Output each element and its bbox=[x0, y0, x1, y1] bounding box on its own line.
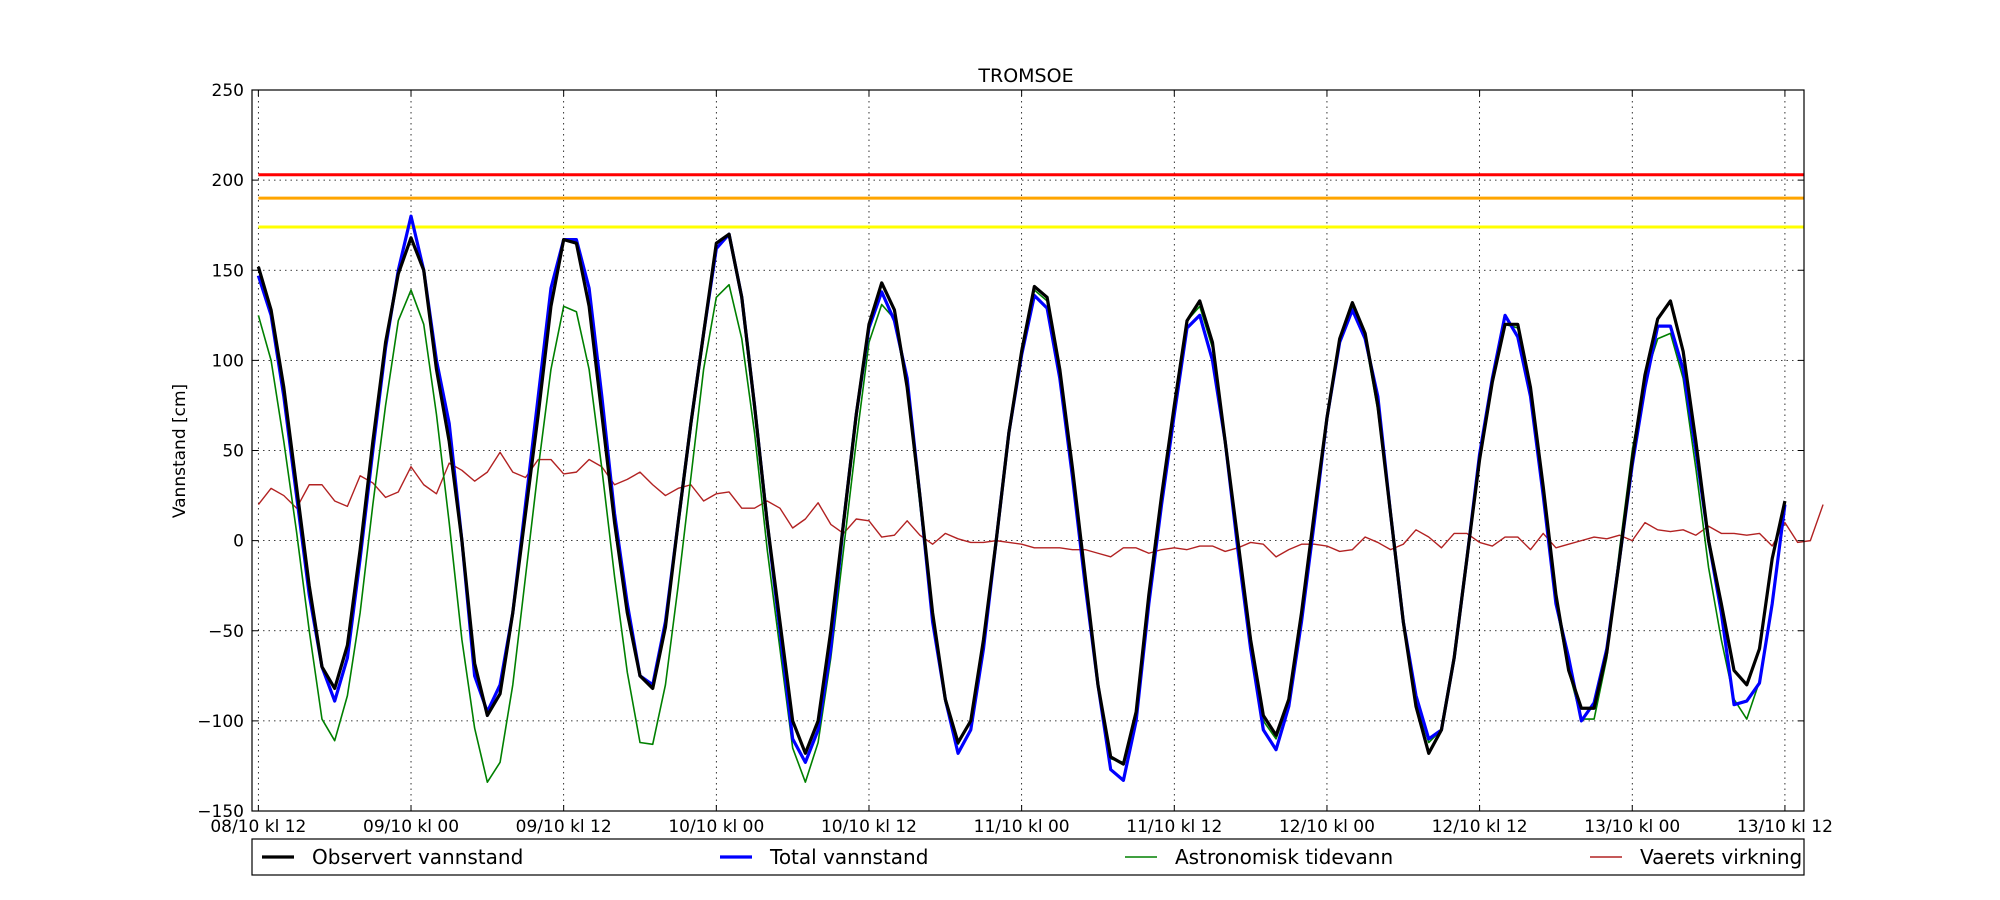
y-tick-label: −100 bbox=[197, 712, 244, 732]
y-tick-label: 150 bbox=[212, 261, 244, 281]
chart-title: TROMSOE bbox=[977, 65, 1073, 87]
legend-label: Vaerets virkning bbox=[1640, 845, 1802, 869]
x-tick-label: 10/10 kl 12 bbox=[821, 817, 917, 837]
y-tick-label: 200 bbox=[212, 171, 244, 191]
legend-box bbox=[251, 838, 1805, 876]
y-tick-label: 250 bbox=[212, 81, 244, 101]
x-tick-label: 13/10 kl 12 bbox=[1737, 817, 1833, 837]
x-axis-ticks: 08/10 kl 12 09/10 kl 00 09/10 kl 12 10/10 k… bbox=[210, 90, 1833, 837]
y-tick-label: 100 bbox=[212, 351, 244, 371]
x-tick-label: 11/10 kl 00 bbox=[974, 817, 1070, 837]
data-series bbox=[256, 214, 1824, 783]
x-tick-label: 12/10 kl 12 bbox=[1432, 817, 1528, 837]
legend-label: Astronomisk tidevann bbox=[1175, 845, 1393, 869]
x-tick-label: 09/10 kl 00 bbox=[363, 817, 459, 837]
x-tick-label: 11/10 kl 12 bbox=[1126, 817, 1222, 837]
y-tick-label: −150 bbox=[197, 802, 244, 822]
legend-label: Observert vannstand bbox=[312, 845, 523, 869]
x-tick-label: 10/10 kl 00 bbox=[668, 817, 764, 837]
x-tick-label: 08/10 kl 12 bbox=[210, 817, 306, 837]
threshold-lines bbox=[258, 173, 1804, 229]
y-tick-label: 0 bbox=[233, 532, 244, 552]
y-axis-ticks: −150 −100 −50 0 50 100 150 200 250 bbox=[197, 81, 1804, 822]
x-tick-label: 09/10 kl 12 bbox=[516, 817, 612, 837]
series-line bbox=[257, 451, 1824, 558]
y-tick-label: 50 bbox=[222, 442, 244, 462]
y-axis-label: Vannstand [cm] bbox=[170, 384, 190, 518]
series-line bbox=[256, 232, 1787, 766]
y-tick-label: −50 bbox=[208, 622, 244, 642]
legend: Observert vannstand Total vannstand Astron… bbox=[251, 838, 1805, 876]
x-tick-label: 12/10 kl 00 bbox=[1279, 817, 1375, 837]
x-tick-label: 13/10 kl 00 bbox=[1584, 817, 1680, 837]
legend-label: Total vannstand bbox=[769, 845, 928, 869]
